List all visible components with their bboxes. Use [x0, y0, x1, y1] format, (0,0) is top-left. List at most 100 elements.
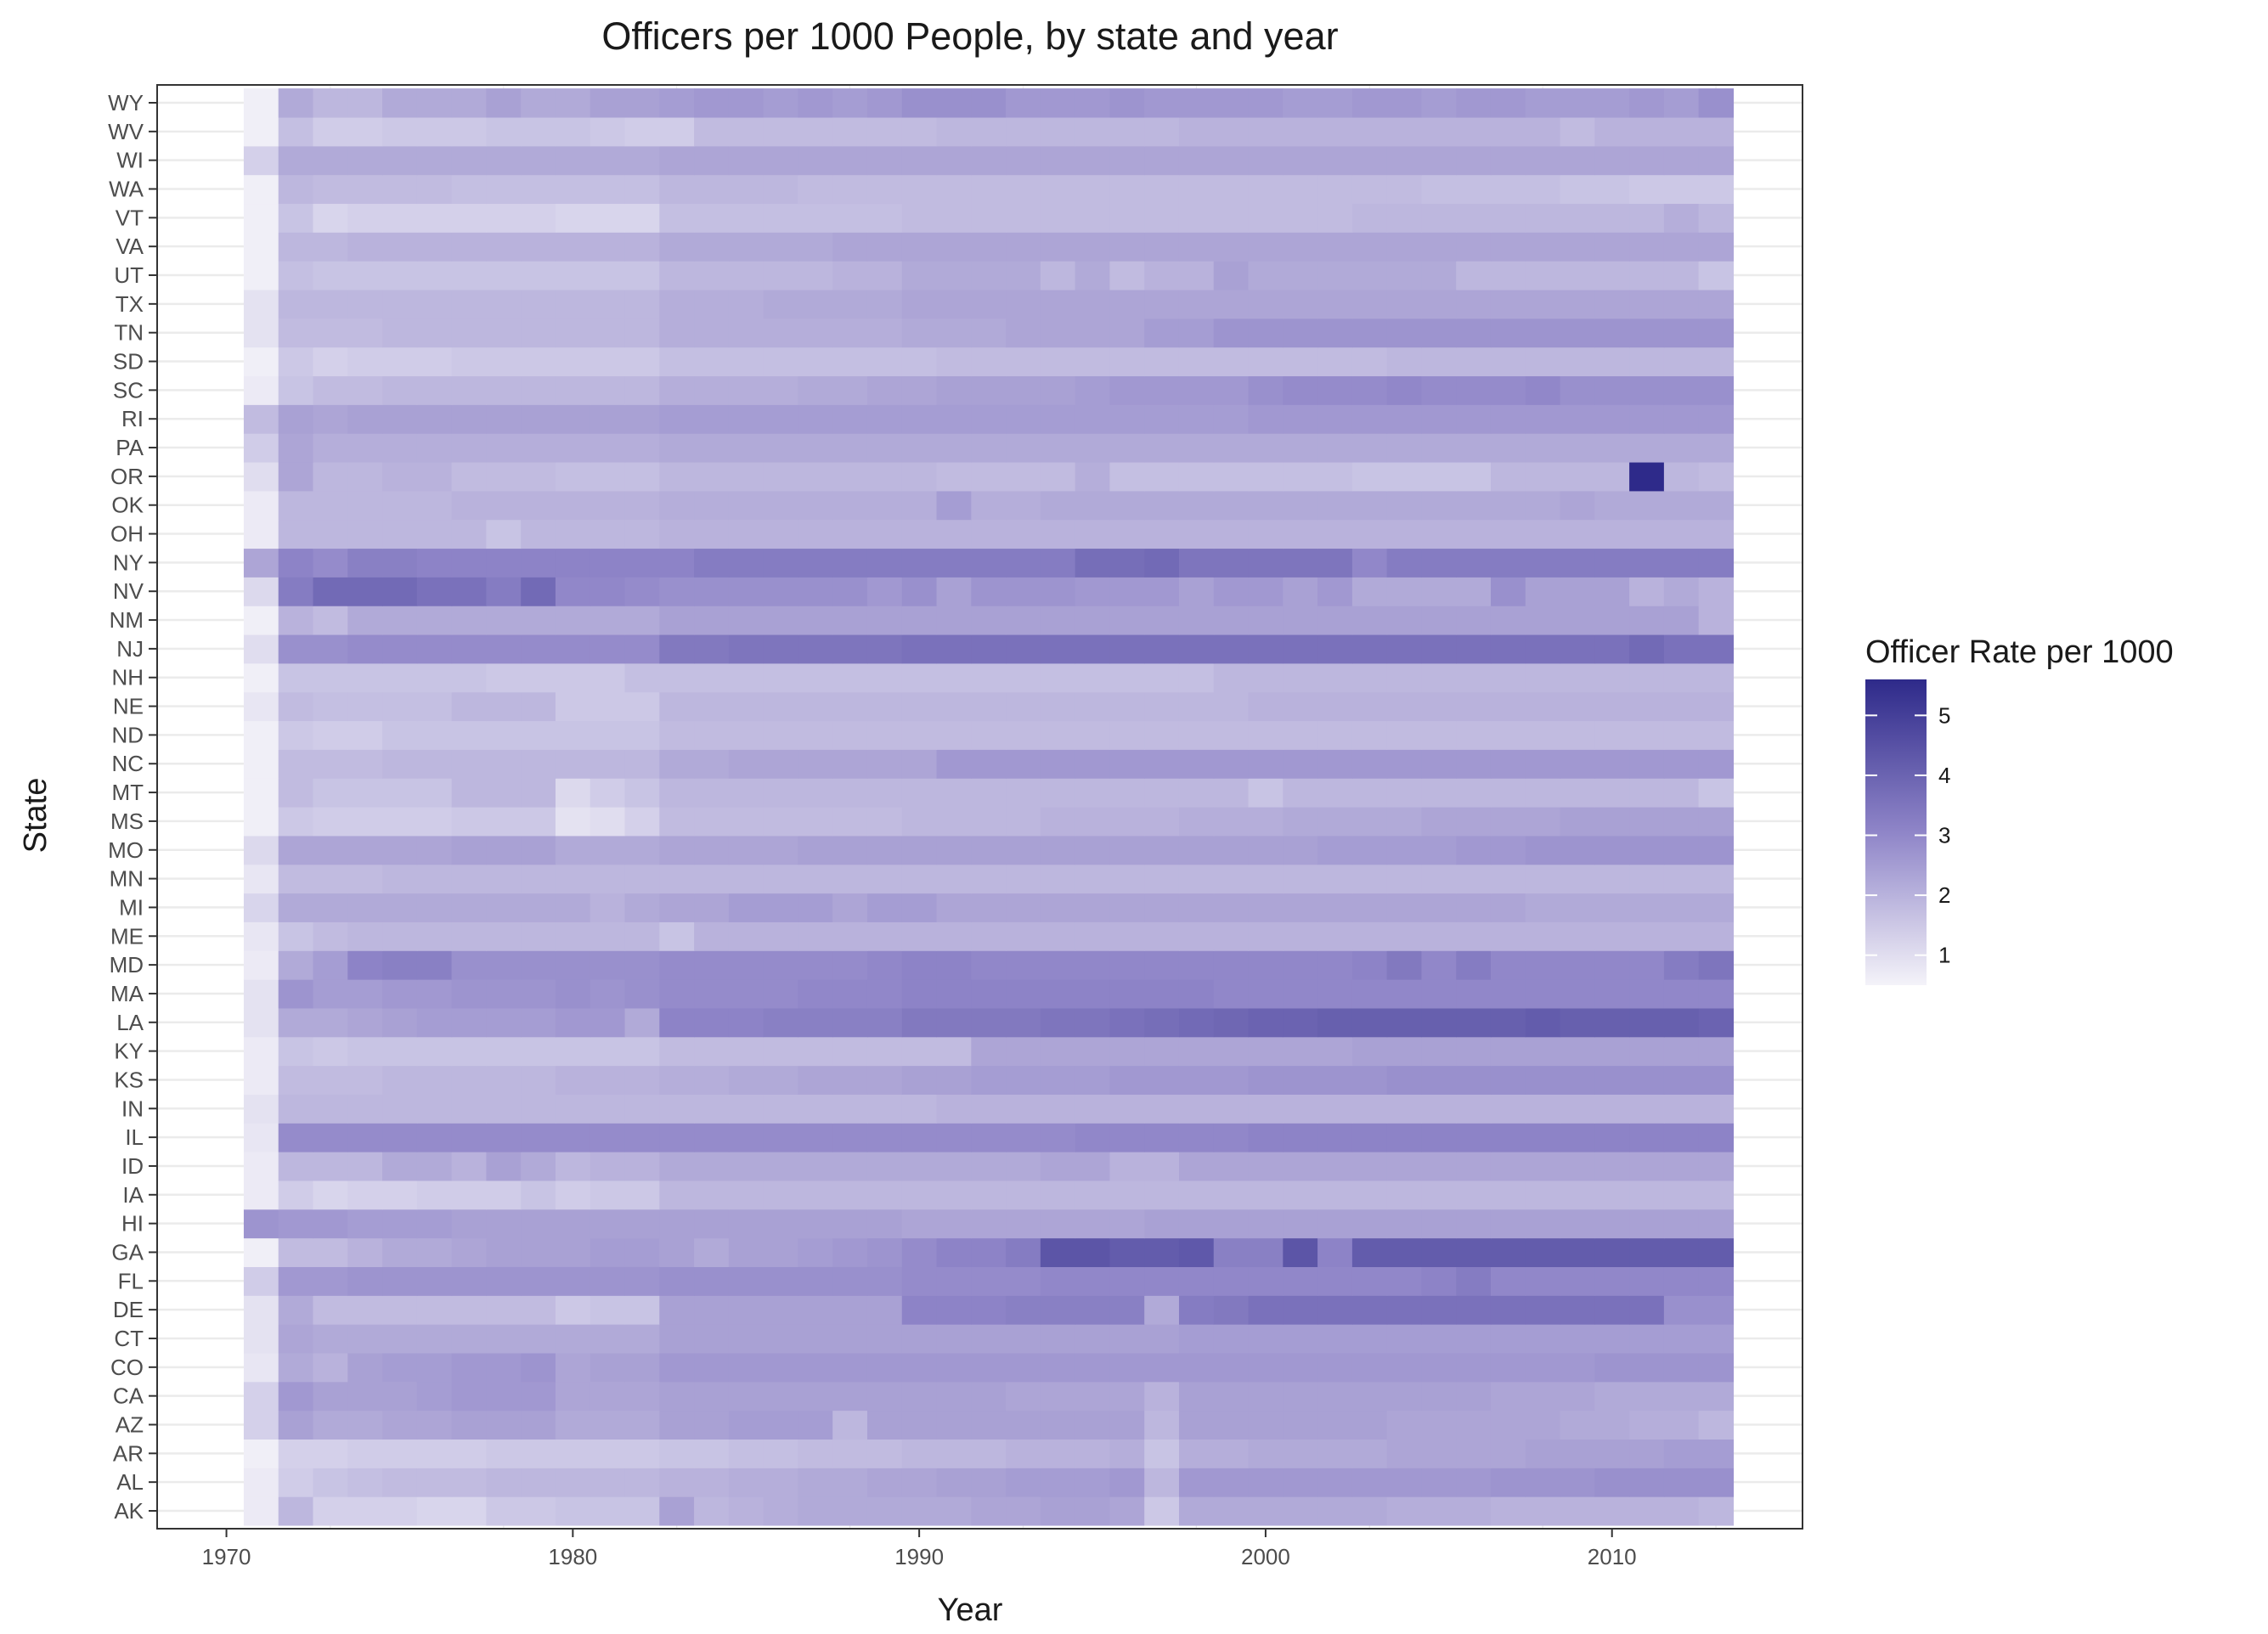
- heatmap-cell: [1421, 1007, 1457, 1038]
- heatmap-cell: [659, 807, 695, 837]
- heatmap-cell: [624, 577, 660, 606]
- heatmap-cell: [1075, 203, 1111, 233]
- heatmap-cell: [1456, 606, 1492, 635]
- heatmap-cell: [451, 404, 487, 434]
- heatmap-cell: [763, 1237, 799, 1267]
- heatmap-cell: [866, 203, 903, 233]
- heatmap-cell: [936, 1180, 972, 1210]
- heatmap-cell: [1248, 1094, 1284, 1124]
- heatmap-cell: [1629, 289, 1665, 319]
- heatmap-cell: [1490, 404, 1526, 434]
- heatmap-cell: [382, 778, 418, 808]
- heatmap-cell: [1109, 577, 1145, 606]
- heatmap-cell: [521, 1094, 556, 1124]
- y-axis-label: State: [18, 778, 54, 854]
- heatmap-cell: [659, 1094, 695, 1124]
- y-tick-label: TX: [116, 291, 144, 317]
- heatmap-cell: [486, 606, 522, 635]
- heatmap-cell: [1421, 950, 1457, 980]
- heatmap-cell: [521, 1352, 556, 1383]
- heatmap-cell: [416, 1381, 453, 1411]
- heatmap-cell: [901, 1410, 938, 1440]
- heatmap-cell: [659, 490, 695, 521]
- heatmap-cell: [1560, 1468, 1595, 1497]
- heatmap-cell: [1075, 116, 1111, 147]
- heatmap-cell: [1490, 835, 1526, 865]
- heatmap-cell: [1351, 749, 1388, 779]
- heatmap-cell: [278, 1123, 314, 1152]
- heatmap-cell: [313, 1439, 348, 1468]
- heatmap-cell: [486, 662, 522, 693]
- heatmap-cell: [1178, 1007, 1215, 1038]
- heatmap-cell: [1456, 720, 1492, 750]
- heatmap-cell: [1144, 490, 1180, 521]
- heatmap-cell: [1109, 1410, 1145, 1440]
- heatmap-cell: [451, 174, 487, 205]
- heatmap-cell: [313, 289, 348, 319]
- heatmap-cell: [1490, 634, 1526, 664]
- heatmap-cell: [347, 662, 383, 693]
- heatmap-cell: [694, 634, 730, 664]
- heatmap-cell: [1144, 1496, 1180, 1526]
- heatmap-cell: [382, 145, 418, 176]
- heatmap-cell: [1075, 1007, 1111, 1038]
- heatmap-cell: [832, 1094, 868, 1124]
- heatmap-cell: [1456, 634, 1492, 664]
- heatmap-cell: [1351, 1237, 1388, 1267]
- heatmap-cell: [313, 1152, 348, 1181]
- heatmap-cell: [1594, 950, 1630, 980]
- heatmap-cell: [382, 1468, 418, 1497]
- heatmap-cell: [347, 577, 383, 606]
- heatmap-cell: [382, 116, 418, 147]
- heatmap-cell: [832, 864, 868, 894]
- heatmap-cell: [1560, 519, 1595, 549]
- heatmap-cell: [486, 1439, 522, 1468]
- heatmap-cell: [590, 1295, 626, 1325]
- heatmap-cell: [1560, 921, 1595, 951]
- heatmap-cell: [278, 1496, 314, 1526]
- heatmap-cell: [1629, 461, 1665, 492]
- heatmap-cell: [832, 145, 868, 176]
- heatmap-cell: [1351, 1123, 1388, 1152]
- heatmap-cell: [1386, 691, 1423, 722]
- heatmap-cell: [1283, 1468, 1318, 1497]
- heatmap-cell: [971, 1266, 1007, 1296]
- heatmap-cell: [347, 490, 383, 521]
- y-tick-label: WY: [108, 90, 144, 116]
- heatmap-cell: [278, 490, 314, 521]
- heatmap-cell: [624, 232, 660, 262]
- heatmap-cell: [1040, 778, 1076, 808]
- heatmap-cell: [1560, 979, 1595, 1009]
- heatmap-cell: [1456, 404, 1492, 434]
- heatmap-cell: [1213, 519, 1250, 549]
- heatmap-cell: [866, 1152, 903, 1181]
- heatmap-cell: [1144, 404, 1180, 434]
- heatmap-cell: [1006, 1468, 1041, 1497]
- heatmap-cell: [1006, 749, 1041, 779]
- heatmap-cell: [1629, 145, 1665, 176]
- heatmap-cell: [1006, 433, 1041, 463]
- heatmap-cell: [832, 1065, 868, 1095]
- heatmap-cell: [1663, 1123, 1700, 1152]
- heatmap-cell: [798, 203, 833, 233]
- heatmap-cell: [278, 145, 314, 176]
- heatmap-cell: [1490, 433, 1526, 463]
- heatmap-cell: [521, 979, 556, 1009]
- heatmap-cell: [521, 1036, 556, 1067]
- heatmap-cell: [278, 1439, 314, 1468]
- heatmap-cell: [313, 720, 348, 750]
- heatmap-cell: [1109, 490, 1145, 521]
- heatmap-cell: [451, 1266, 487, 1296]
- heatmap-cell: [555, 1295, 591, 1325]
- heatmap-cell: [659, 835, 695, 865]
- heatmap-cell: [936, 1324, 972, 1354]
- heatmap-cell: [763, 1007, 799, 1038]
- heatmap-cell: [798, 490, 833, 521]
- heatmap-cell: [278, 1295, 314, 1325]
- heatmap-cell: [1075, 720, 1111, 750]
- heatmap-cell: [313, 1209, 348, 1239]
- heatmap-cell: [1490, 1036, 1526, 1067]
- heatmap-cell: [1075, 577, 1111, 606]
- heatmap-cell: [1456, 347, 1492, 377]
